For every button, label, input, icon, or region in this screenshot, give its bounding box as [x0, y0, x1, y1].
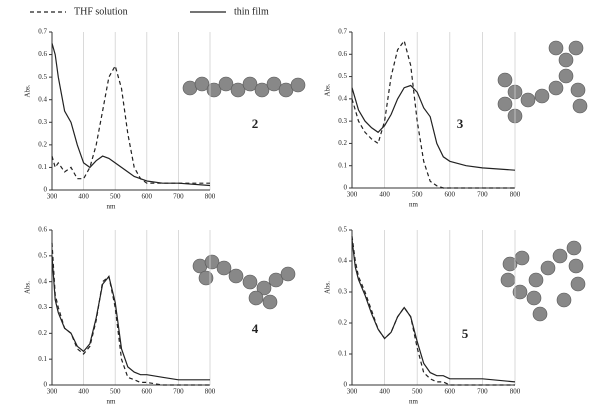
y-tick-label: 0.1 [338, 161, 347, 169]
x-tick-label: 800 [205, 193, 216, 201]
x-tick-label: 600 [142, 193, 153, 201]
spectrum-line [52, 243, 210, 385]
x-tick-label: 700 [173, 388, 184, 396]
x-tick-label: 500 [412, 191, 423, 199]
spectrum-line [52, 256, 210, 380]
molecule-5 [501, 241, 585, 321]
x-tick-label: 500 [110, 388, 121, 396]
x-tick-label: 800 [510, 191, 521, 199]
y-tick-label: 0.2 [338, 319, 347, 327]
x-tick-label: 700 [173, 193, 184, 201]
x-tick-label: 400 [379, 388, 390, 396]
x-tick-label: 300 [347, 191, 358, 199]
spectrum-line [352, 86, 515, 171]
y-tick-label: 0.3 [338, 117, 347, 125]
y-tick-label: 0.5 [338, 226, 347, 234]
y-tick-label: 0.3 [338, 288, 347, 296]
y-tick-label: 0.4 [338, 94, 347, 102]
x-tick-label: 800 [510, 388, 521, 396]
y-tick-label: 0 [344, 381, 348, 389]
x-axis-label: nm [107, 398, 117, 406]
y-tick-label: 0.1 [38, 163, 47, 171]
molecule-2 [183, 77, 305, 97]
x-tick-label: 400 [379, 191, 390, 199]
y-tick-label: 0.6 [38, 226, 47, 234]
y-tick-label: 0.5 [38, 73, 47, 81]
x-tick-label: 300 [47, 193, 58, 201]
y-tick-label: 0 [44, 186, 48, 194]
spectrum-line [352, 236, 515, 385]
spectrum-line [352, 239, 515, 382]
x-axis-label: nm [409, 398, 419, 406]
x-tick-label: 400 [78, 388, 89, 396]
y-tick-label: 0.7 [338, 28, 347, 36]
y-axis-label: Abs. [24, 281, 32, 294]
x-tick-label: 600 [142, 388, 153, 396]
y-tick-label: 0.6 [38, 50, 47, 58]
x-tick-label: 300 [347, 388, 358, 396]
y-tick-label: 0.4 [38, 277, 47, 285]
compound-label: 4 [252, 321, 259, 336]
x-tick-label: 800 [205, 388, 216, 396]
molecule-4 [193, 255, 295, 309]
y-tick-label: 0.4 [38, 95, 47, 103]
x-tick-label: 600 [445, 388, 456, 396]
y-tick-label: 0.5 [338, 72, 347, 80]
spectrum-line [52, 43, 210, 185]
x-tick-label: 700 [477, 388, 488, 396]
x-tick-label: 700 [477, 191, 488, 199]
compound-label: 2 [252, 116, 259, 131]
y-axis-label: Abs. [324, 281, 332, 294]
compound-label: 3 [457, 116, 464, 131]
x-tick-label: 500 [412, 388, 423, 396]
x-tick-label: 500 [110, 193, 121, 201]
y-tick-label: 0.3 [38, 118, 47, 126]
y-axis-label: Abs. [24, 84, 32, 97]
x-tick-label: 400 [78, 193, 89, 201]
x-axis-label: nm [107, 203, 117, 211]
y-tick-label: 0.2 [38, 140, 47, 148]
y-tick-label: 0.5 [38, 251, 47, 259]
y-axis-label: Abs. [324, 83, 332, 96]
figure: THF solutionthin film3004005006007008000… [0, 0, 593, 411]
spectrum-line [352, 41, 515, 188]
legend-label: THF solution [74, 6, 128, 17]
y-tick-label: 0.4 [338, 257, 347, 265]
legend-label: thin film [234, 6, 269, 17]
y-tick-label: 0.7 [38, 28, 47, 36]
y-tick-label: 0.3 [38, 303, 47, 311]
x-tick-label: 300 [47, 388, 58, 396]
y-tick-label: 0 [44, 381, 48, 389]
x-tick-label: 600 [445, 191, 456, 199]
compound-label: 5 [462, 326, 469, 341]
y-tick-label: 0.1 [38, 355, 47, 363]
y-tick-label: 0.6 [338, 50, 347, 58]
molecule-3 [498, 41, 587, 123]
y-tick-label: 0.2 [338, 139, 347, 147]
y-tick-label: 0 [344, 184, 348, 192]
y-tick-label: 0.2 [38, 329, 47, 337]
x-axis-label: nm [409, 201, 419, 209]
y-tick-label: 0.1 [338, 350, 347, 358]
